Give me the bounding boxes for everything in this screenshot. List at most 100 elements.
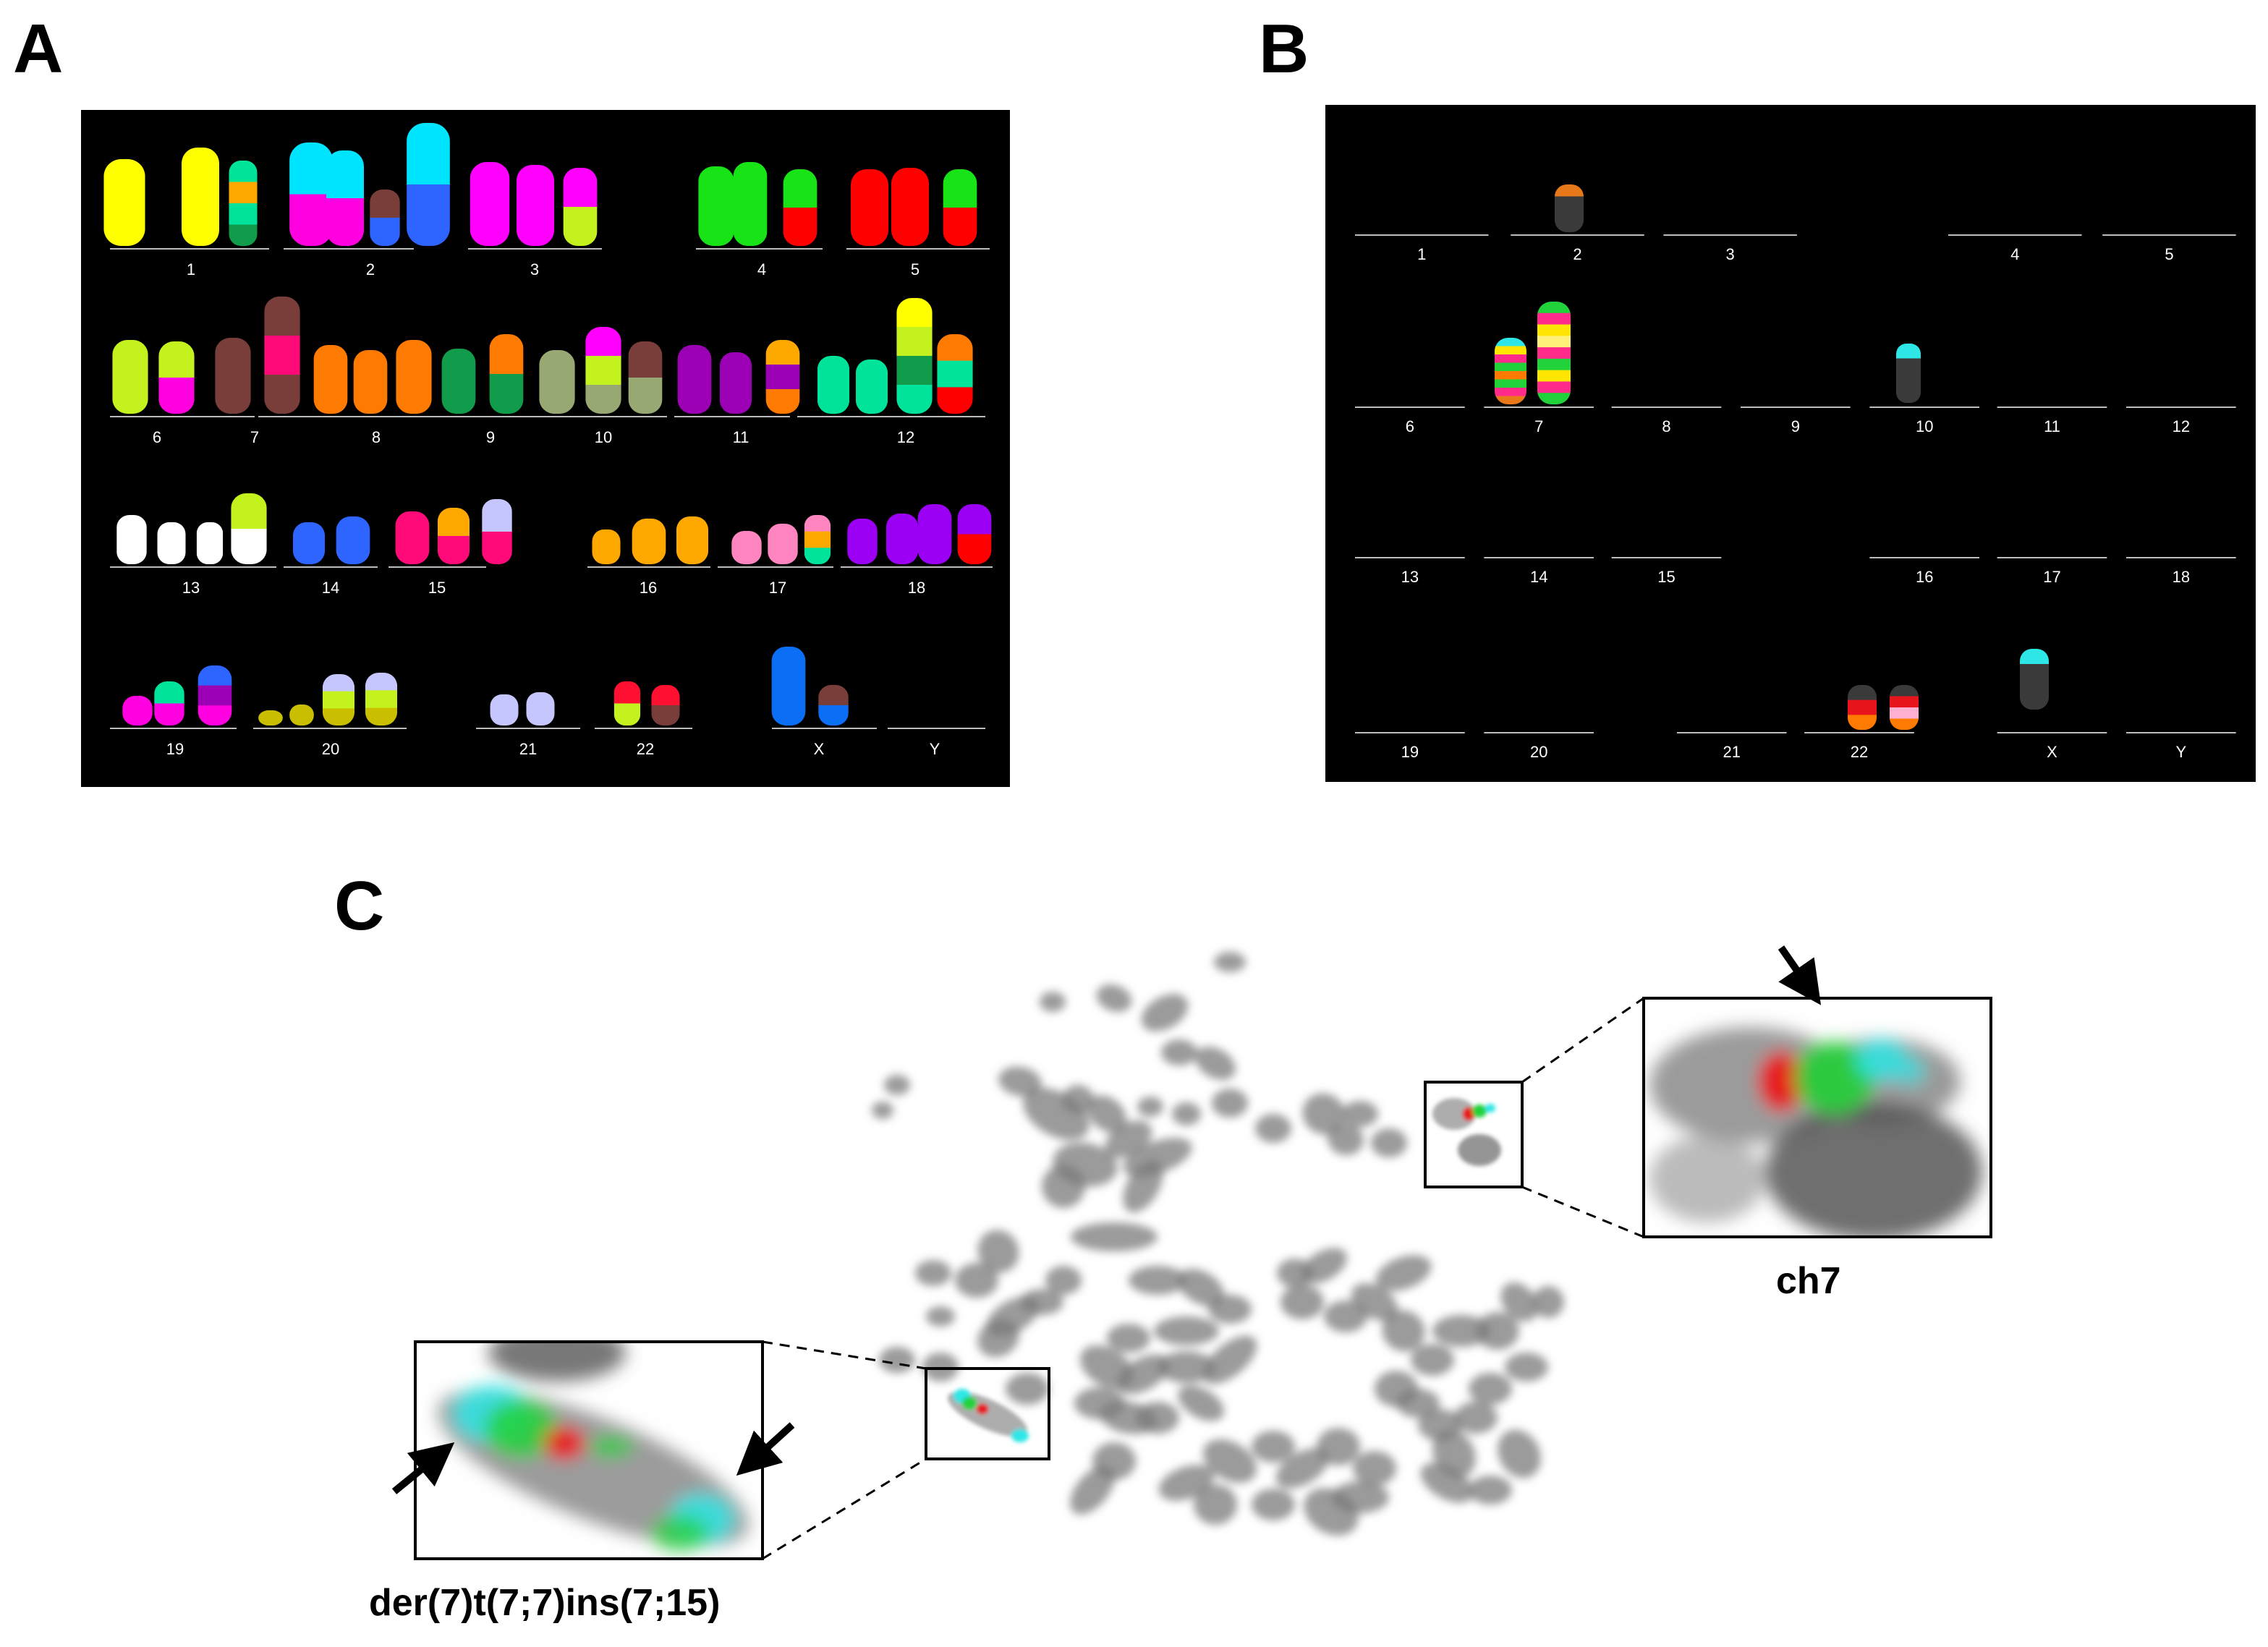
karyo-a-label: 9 (486, 428, 495, 446)
metaphase-spread (391, 945, 1992, 1560)
arrow-der7-right (736, 1422, 795, 1476)
karyo-a-label: 17 (769, 579, 786, 597)
metaphase-chromosome (1498, 1429, 1541, 1478)
chromosome (326, 150, 364, 246)
chromosome (116, 515, 147, 564)
aberrant-chromosome-10 (1896, 344, 1921, 403)
karyo-b-label: 2 (1573, 245, 1581, 263)
metaphase-chromosome (1136, 1402, 1179, 1434)
chromosome (407, 123, 450, 246)
chromosome (437, 508, 470, 564)
chromosome (103, 159, 145, 246)
arrow-ch7 (1778, 945, 1822, 1005)
chromosome (651, 685, 680, 725)
aberrant-chromosome-7b (1537, 302, 1571, 404)
metaphase-chromosome (1469, 1476, 1512, 1505)
karyo-b-label: 19 (1401, 743, 1419, 761)
chromosome (539, 350, 575, 414)
metaphase-chromosome (1505, 1353, 1548, 1382)
karyo-b-label: 14 (1530, 568, 1547, 586)
metaphase-chromosome (1252, 1489, 1295, 1520)
chromosome (264, 297, 300, 414)
metaphase-chromosome (1375, 1255, 1432, 1291)
panel-letter-a: A (13, 10, 64, 88)
metaphase-chromosome (1382, 1310, 1425, 1352)
metaphase-chromosome (1177, 1269, 1225, 1306)
karyo-a-label: 3 (530, 260, 539, 278)
karyo-a-label: 20 (322, 740, 339, 758)
connector-line (1521, 1186, 1644, 1238)
metaphase-chromosome (1371, 1128, 1407, 1157)
metaphase-chromosome (1328, 1123, 1364, 1156)
karyo-a-label: 21 (519, 740, 537, 758)
metaphase-chromosome (955, 1263, 998, 1298)
chromosome (490, 694, 519, 725)
chromosome (676, 516, 709, 564)
metaphase-chromosome (1194, 1484, 1237, 1525)
karyo-b-label: 1 (1417, 245, 1426, 263)
metaphase-chromosome (1158, 1351, 1215, 1383)
metaphase-chromosome (1532, 1286, 1564, 1318)
karyo-a-label: 15 (428, 579, 446, 597)
metaphase-chromosome (1141, 994, 1189, 1031)
metaphase-chromosome (1342, 1101, 1378, 1127)
metaphase-chromosome (1252, 1431, 1295, 1463)
metaphase-chromosome (1476, 1312, 1519, 1350)
chromosome (891, 168, 929, 246)
karyo-b-label: 12 (2173, 417, 2190, 435)
inset-ch7 (1642, 997, 1992, 1238)
karyo-b-label: 22 (1851, 743, 1868, 761)
metaphase-chromosome (1006, 1373, 1049, 1405)
chromosome (396, 340, 432, 414)
chromosome (313, 345, 348, 414)
karyo-b-label: 15 (1657, 568, 1675, 586)
chromosome (765, 340, 800, 414)
karyo-a-label: 10 (595, 428, 612, 446)
inset-caption-der7: der(7)t(7;7)ins(7;15) (369, 1582, 721, 1624)
metaphase-chromosome (1454, 1402, 1498, 1434)
chromosome (592, 529, 621, 564)
karyo-b-label: Y (2176, 743, 2187, 761)
karyo-a-label: 13 (182, 579, 200, 597)
chromosome (289, 705, 314, 725)
metaphase-chromosome (1275, 1448, 1329, 1489)
metaphase-chromosome (1420, 1463, 1474, 1503)
chromosome (517, 165, 554, 246)
metaphase-chromosome (1212, 1089, 1248, 1118)
chromosome (731, 531, 762, 564)
karyo-b-label: 5 (2165, 245, 2173, 263)
source-box-right (1424, 1081, 1524, 1188)
chromosome (258, 710, 283, 725)
karyo-a-label: 5 (911, 260, 919, 278)
karyo-b-label: 20 (1530, 743, 1547, 761)
karyo-b-label: 8 (1662, 417, 1670, 435)
metaphase-chromosome (1045, 1266, 1082, 1295)
chromosome (733, 162, 768, 246)
metaphase-chromosome (1202, 1335, 1257, 1384)
metaphase-chromosome (1096, 984, 1132, 1012)
chromosome (585, 327, 621, 414)
chromosome (482, 499, 512, 564)
metaphase-chromosome (1107, 1324, 1150, 1353)
chromosome (719, 352, 752, 414)
chromosome (698, 166, 734, 246)
metaphase-chromosome (1062, 1085, 1094, 1114)
connector-line (762, 1457, 927, 1560)
panel-letter-c: C (334, 867, 385, 945)
karyo-a-label: 12 (897, 428, 914, 446)
chromosome (855, 359, 888, 414)
metaphase-chromosome (1161, 1039, 1197, 1065)
karyo-b-label: 10 (1916, 417, 1933, 435)
chromosome (395, 511, 430, 564)
karyo-a-label: 4 (757, 260, 766, 278)
karyogram-a: 1 2 3 4 5 6 7 8 9 10 11 12 13 14 15 16 17 18 19 20 21 22 X Y (81, 110, 1010, 787)
metaphase-chromosome (1020, 1289, 1063, 1315)
karyo-a-label: X (814, 740, 825, 758)
karyo-a-label: 11 (733, 428, 749, 446)
aberrant-chromosome-2 (1555, 184, 1584, 232)
inset-caption-ch7: ch7 (1776, 1260, 1841, 1302)
metaphase-chromosome (1324, 1301, 1367, 1332)
chromosome (182, 148, 219, 246)
aberrant-chromosome-22a (1848, 685, 1877, 730)
